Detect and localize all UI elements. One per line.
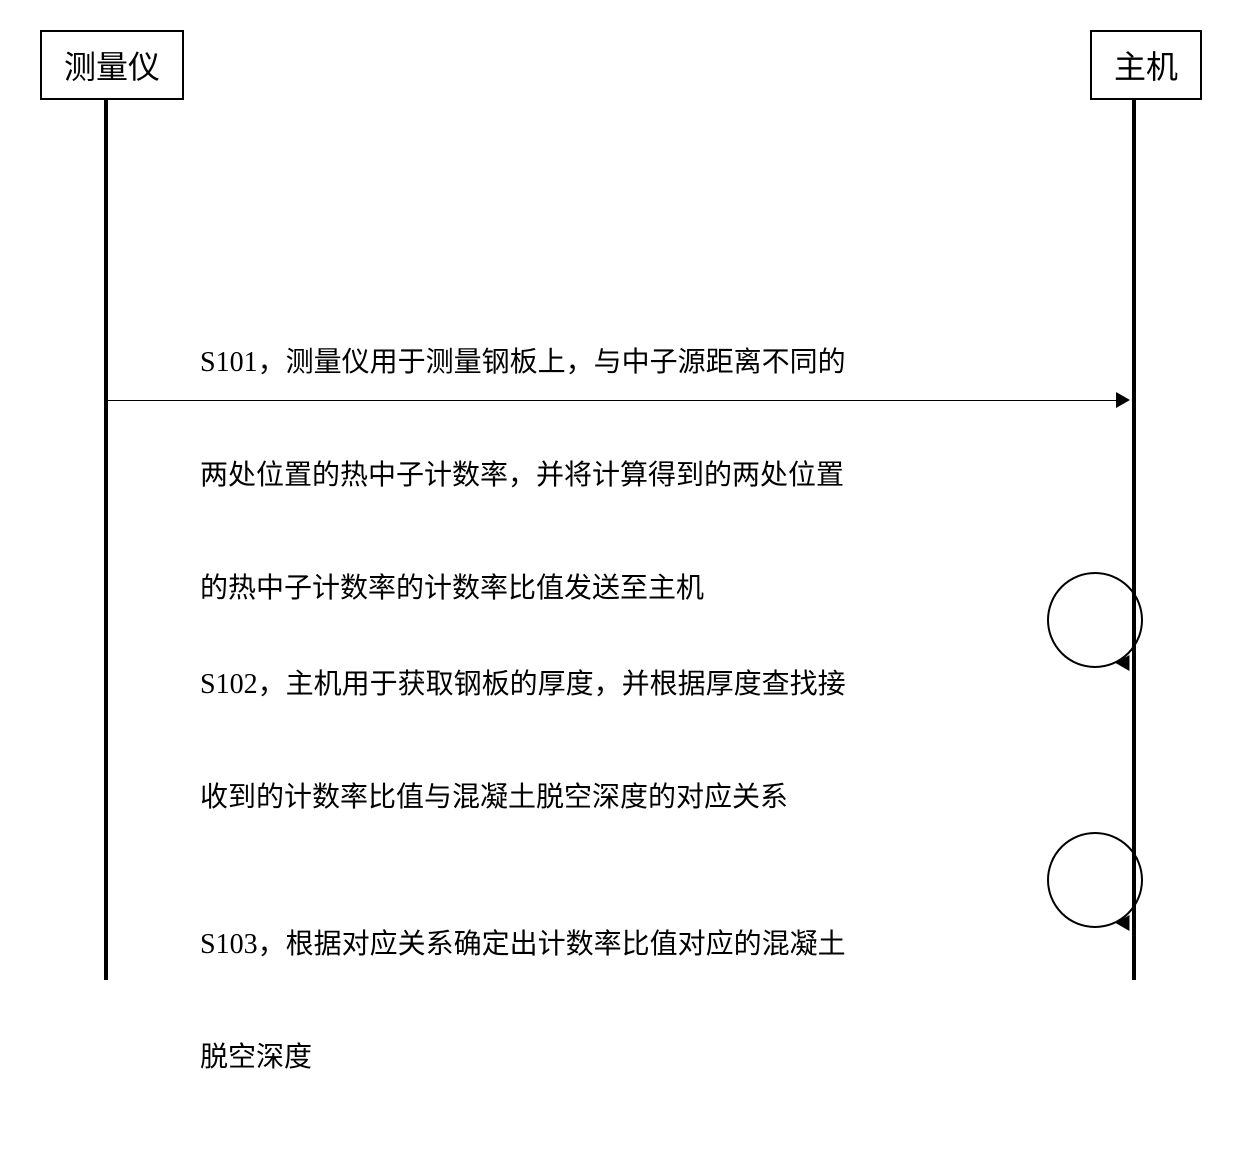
message-label-s103: S103，根据对应关系确定出计数率比值对应的混凝土 脱空深度 bbox=[200, 850, 846, 1152]
participant-box-right: 主机 bbox=[1090, 30, 1202, 100]
msg-s103-line1: S103，根据对应关系确定出计数率比值对应的混凝土 bbox=[200, 926, 846, 964]
participant-label-left: 测量仪 bbox=[64, 49, 160, 85]
msg-s101-line2: 两处位置的热中子计数率，并将计算得到的两处位置 bbox=[200, 457, 846, 495]
msg-s102-line1: S102，主机用于获取钢板的厚度，并根据厚度查找接 bbox=[200, 666, 846, 704]
msg-s101-line1: S101，测量仪用于测量钢板上，与中子源距离不同的 bbox=[200, 344, 846, 382]
participant-box-left: 测量仪 bbox=[40, 30, 184, 100]
message-label-s102: S102，主机用于获取钢板的厚度，并根据厚度查找接 收到的计数率比值与混凝土脱空… bbox=[200, 590, 846, 892]
participant-label-right: 主机 bbox=[1114, 49, 1178, 85]
arrowhead-s101 bbox=[1116, 392, 1130, 408]
message-arrow-s101 bbox=[106, 400, 1128, 401]
lifeline-right bbox=[1132, 100, 1136, 980]
msg-s103-line2: 脱空深度 bbox=[200, 1039, 846, 1077]
sequence-diagram: 测量仪 主机 S101，测量仪用于测量钢板上，与中子源距离不同的 两处位置的热中… bbox=[0, 0, 1240, 1006]
lifeline-left bbox=[104, 100, 108, 980]
msg-s102-line2: 收到的计数率比值与混凝土脱空深度的对应关系 bbox=[200, 779, 846, 817]
